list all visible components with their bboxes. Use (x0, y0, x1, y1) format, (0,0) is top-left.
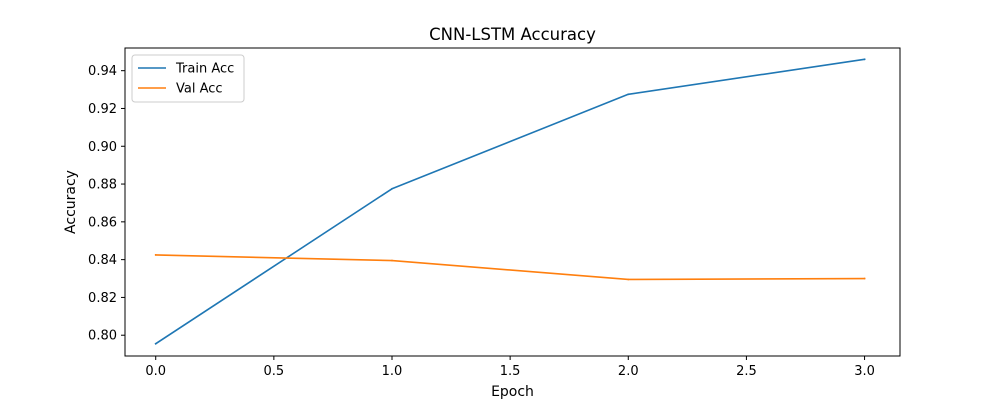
x-tick-label: 1.0 (382, 364, 403, 379)
data-point (154, 342, 157, 345)
y-tick-label: 0.90 (88, 140, 117, 155)
data-point (391, 259, 393, 262)
y-tick-label: 0.86 (88, 215, 117, 230)
x-tick-label: 2.0 (618, 364, 639, 379)
series-layer (154, 58, 866, 345)
x-tick-label: 2.5 (736, 364, 757, 379)
series-line-1 (154, 254, 866, 281)
x-tick-label: 0.0 (145, 364, 166, 379)
y-tick-label: 0.88 (88, 178, 117, 193)
y-axis-label: Accuracy (63, 170, 79, 234)
y-tick-label: 0.84 (88, 253, 117, 268)
data-point (391, 187, 393, 190)
y-tick-label: 0.92 (88, 102, 117, 117)
x-tick-label: 0.5 (264, 364, 285, 379)
x-tick-label: 1.5 (500, 364, 521, 379)
y-tick-label: 0.80 (88, 329, 117, 344)
legend-box (131, 54, 245, 103)
data-point (627, 278, 630, 281)
data-point (863, 277, 866, 280)
legend-label: Train Acc (175, 62, 234, 77)
plot-area (125, 48, 900, 356)
data-point (627, 93, 630, 96)
data-point (863, 58, 866, 61)
chart-title: CNN-LSTM Accuracy (429, 25, 596, 44)
plot-frame (124, 47, 901, 357)
legend-label: Val Acc (176, 82, 223, 97)
series-line-0 (154, 58, 866, 345)
x-tick-label: 3.0 (854, 364, 875, 379)
legend: Train Acc Val Acc (131, 54, 245, 103)
x-axis-ticks: 0.0 0.5 1.0 1.5 2.0 2.5 3.0 (145, 356, 875, 379)
data-point (154, 254, 157, 256)
x-axis-label: Epoch (491, 384, 534, 400)
y-tick-label: 0.82 (88, 291, 117, 306)
y-axis-ticks: 0.80 0.82 0.84 0.86 0.88 0.90 0.92 0.94 (88, 64, 125, 344)
y-tick-label: 0.94 (88, 64, 117, 79)
